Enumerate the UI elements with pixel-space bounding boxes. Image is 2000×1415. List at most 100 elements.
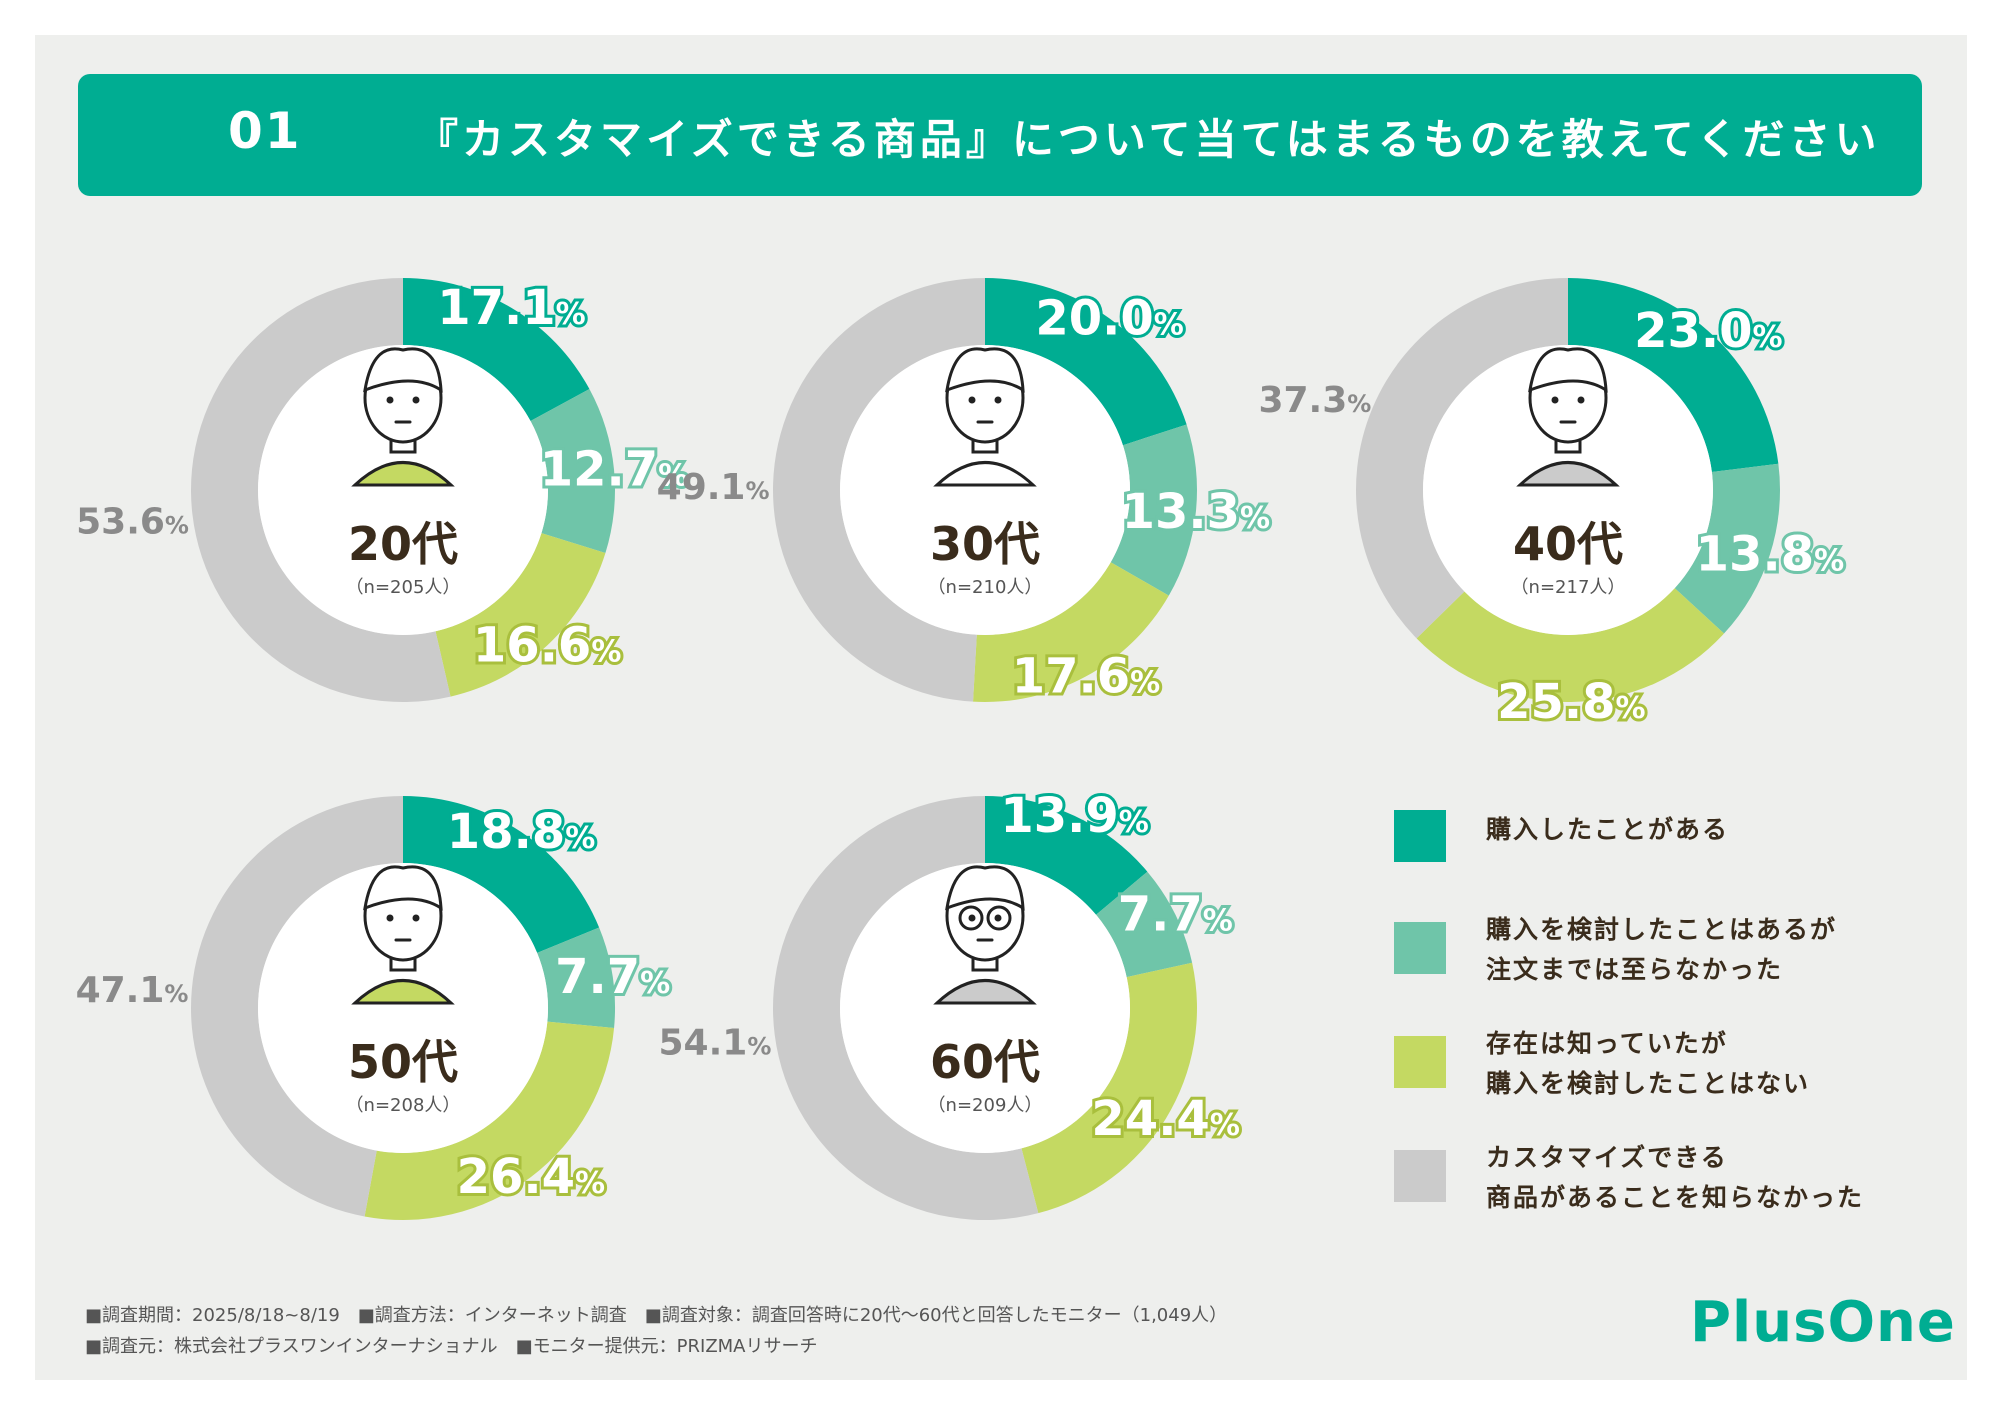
- question-text: 『カスタマイズできる商品』について当てはまるものを教えてください: [416, 115, 1881, 164]
- person-eye: [386, 396, 394, 404]
- donut-segment: [191, 278, 451, 702]
- sample-size-label: （n=210人）: [928, 577, 1043, 598]
- person-shirt: [933, 979, 1037, 1005]
- age-group-label: 50代: [348, 1035, 458, 1089]
- percent-label: 24.4%: [1091, 1091, 1240, 1147]
- person-eye: [968, 396, 976, 404]
- donut-segment: [973, 562, 1169, 702]
- percent-sign: %: [1814, 544, 1844, 579]
- footer-line: ■調査期間：2025/8/18~8/19 ■調査方法：インターネット調査 ■調査…: [85, 1305, 1228, 1326]
- donut-chart-20代: 17.1%12.7%16.6%53.6% 20代（n=205人）: [76, 277, 691, 702]
- glasses-icon: [986, 905, 1012, 931]
- percent-label: 37.3%: [1258, 380, 1371, 421]
- percent-sign: %: [1210, 1108, 1240, 1143]
- question-header: 01 『カスタマイズできる商品』について当てはまるものを教えてください: [78, 74, 1922, 196]
- person-icon: [1516, 347, 1620, 487]
- legend-swatch-unaware: [1394, 1150, 1446, 1202]
- percent-sign: %: [556, 297, 586, 332]
- donut-segment: [435, 533, 606, 697]
- percent-label: 54.1%: [659, 1023, 772, 1064]
- percent-label: 17.1%: [437, 280, 586, 336]
- person-icon: [351, 347, 455, 487]
- donut-segment: [537, 927, 615, 1028]
- legend-item-purchased: 購入したことがある: [1394, 810, 1729, 862]
- person-eye: [412, 914, 420, 922]
- legend-label: 購入を検討したことはあるが: [1486, 915, 1838, 944]
- question-number: 01: [228, 102, 302, 160]
- percent-sign: %: [640, 966, 670, 1001]
- percent-sign: %: [1154, 307, 1184, 342]
- donut-chart-40代: 23.0%13.8%25.8%37.3%40代（n=217人）: [1258, 278, 1847, 733]
- percent-sign: %: [1203, 904, 1233, 939]
- percent-sign: %: [1347, 390, 1371, 418]
- percent-label: 16.6%: [473, 617, 622, 673]
- person-hair: [1528, 347, 1608, 393]
- percent-label: 47.1%: [76, 970, 189, 1011]
- donut-segment: [985, 278, 1187, 446]
- person-eye: [994, 914, 1002, 922]
- percent-label: 23.0%: [1634, 303, 1783, 359]
- sample-size-label: （n=209人）: [928, 1095, 1043, 1116]
- donut-segment: [191, 796, 403, 1217]
- donut-segment: [1674, 463, 1780, 634]
- person-eye: [412, 396, 420, 404]
- donut-segment: [772, 278, 985, 702]
- legend-label: 購入を検討したことはない: [1486, 1069, 1811, 1098]
- donut-hole: [840, 863, 1130, 1153]
- person-icon: [933, 865, 1037, 1005]
- donut-hole: [258, 345, 548, 635]
- percent-label: 13.3%: [1122, 484, 1271, 540]
- age-group-label: 60代: [930, 1035, 1040, 1089]
- footer-line: ■調査元：株式会社プラスワンインターナショナル ■モニター提供元：PRIZMAリ…: [85, 1336, 818, 1357]
- percent-sign: %: [575, 1166, 605, 1201]
- donut-segment: [1021, 962, 1198, 1214]
- person-eye: [386, 914, 394, 922]
- donut-segment: [403, 796, 600, 953]
- percent-sign: %: [591, 634, 621, 669]
- percent-label: 20.0%: [1035, 290, 1184, 346]
- donut-hole: [1423, 345, 1713, 635]
- sample-size-label: （n=217人）: [1511, 577, 1626, 598]
- sample-size-label: （n=208人）: [346, 1095, 461, 1116]
- legend-swatch-aware: [1394, 1036, 1446, 1088]
- percent-label: 13.9%: [1000, 788, 1149, 844]
- donut-segment: [364, 1021, 615, 1220]
- donut-chart-30代: 20.0% 13.3% 17.6% 49.1% 30代 （n=210人）: [657, 278, 1273, 707]
- percent-label: 18.8%: [447, 804, 596, 860]
- legend-label: カスタマイズできる: [1486, 1143, 1728, 1172]
- percent-sign: %: [165, 511, 189, 539]
- age-group-label: 30代: [930, 517, 1040, 571]
- donut-segment: [1110, 424, 1197, 596]
- legend-item-unaware: カスタマイズできる 商品があることを知らなかった: [1394, 1138, 1864, 1218]
- donut-segment: [772, 796, 1039, 1220]
- percent-label: 26.4%: [457, 1149, 606, 1205]
- survey-footer: ■調査期間：2025/8/18~8/19 ■調査方法：インターネット調査 ■調査…: [85, 1300, 1227, 1362]
- glasses-icon: [958, 905, 984, 931]
- legend-label: 購入したことがある: [1486, 815, 1730, 844]
- percent-label: 7.7%: [555, 949, 670, 1005]
- person-shirt: [933, 461, 1037, 487]
- person-icon: [351, 865, 455, 1005]
- plusone-logo: PlusOne: [1690, 1290, 1956, 1355]
- percent-sign: %: [1130, 665, 1160, 700]
- donut-segment: [1356, 278, 1568, 639]
- person-hair: [945, 865, 1025, 911]
- legend-label: 存在は知っていたが: [1486, 1029, 1728, 1058]
- percent-sign: %: [745, 477, 769, 505]
- donut-hole: [840, 345, 1130, 635]
- donut-segment: [1096, 871, 1193, 978]
- person-eye: [1577, 396, 1585, 404]
- percent-sign: %: [1753, 320, 1783, 355]
- person-shirt: [351, 979, 455, 1005]
- donut-hole: [258, 863, 548, 1153]
- age-group-label: 40代: [1513, 517, 1623, 571]
- person-eye: [1551, 396, 1559, 404]
- legend-swatch-purchased: [1394, 810, 1446, 862]
- person-hair: [945, 347, 1025, 393]
- percent-label: 17.6%: [1012, 648, 1161, 704]
- percent-sign: %: [164, 980, 188, 1008]
- person-shirt: [351, 461, 455, 487]
- donut-segment: [530, 389, 615, 553]
- legend-item-considered: 購入を検討したことはあるが 注文までは至らなかった: [1394, 910, 1837, 990]
